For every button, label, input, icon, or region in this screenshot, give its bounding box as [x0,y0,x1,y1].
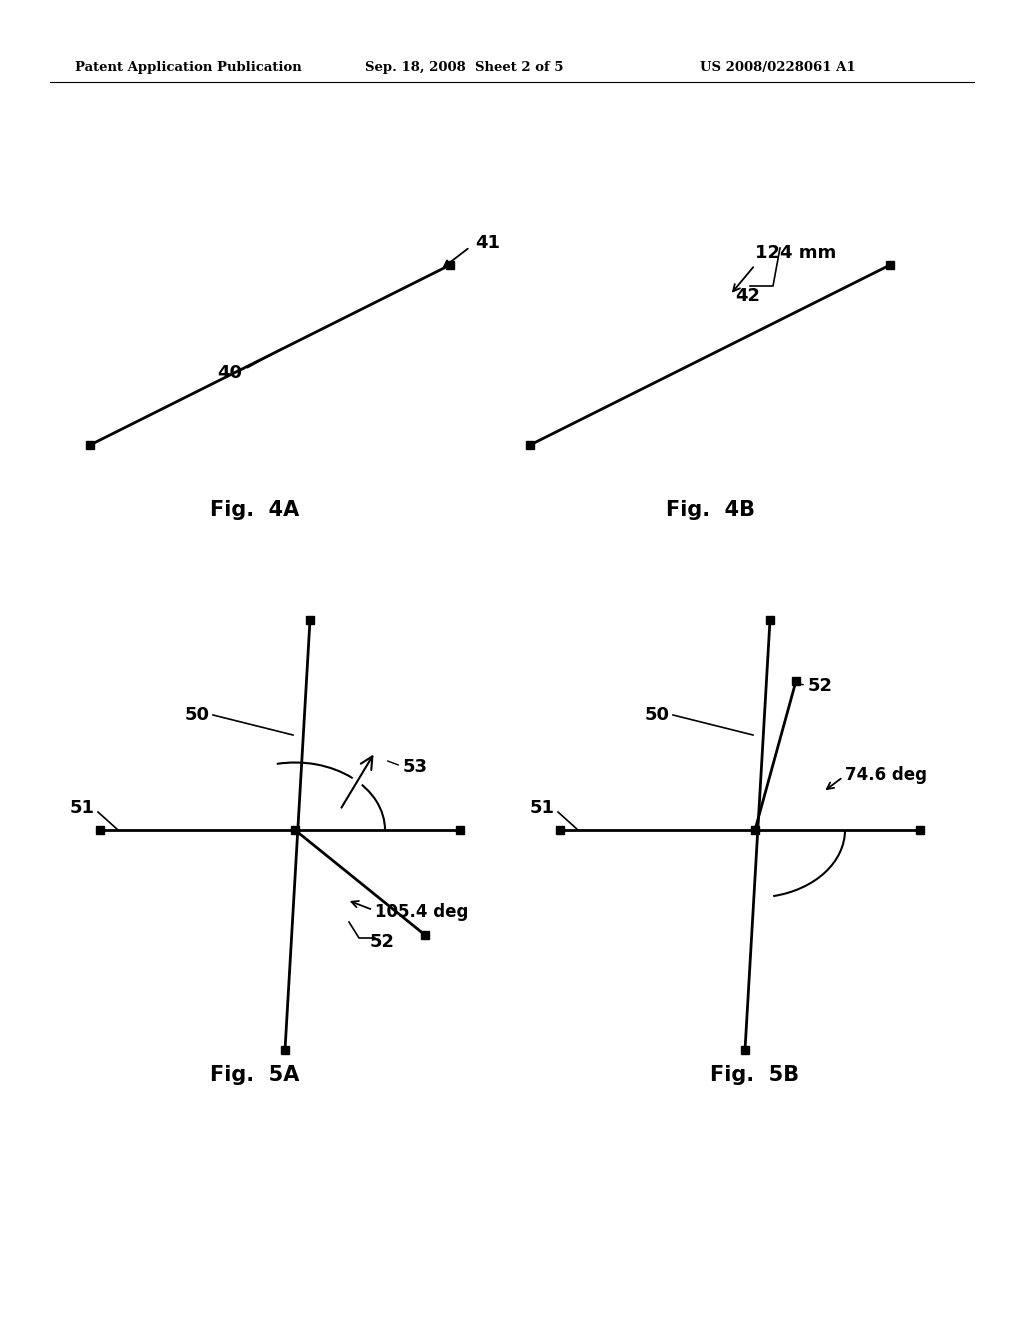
Text: 52: 52 [808,677,833,696]
Text: Patent Application Publication: Patent Application Publication [75,62,302,74]
Text: 124 mm: 124 mm [755,244,837,261]
Text: Fig.  4A: Fig. 4A [210,500,300,520]
Text: US 2008/0228061 A1: US 2008/0228061 A1 [700,62,856,74]
Text: 50: 50 [185,706,210,723]
Text: 74.6 deg: 74.6 deg [845,766,927,784]
Text: 50: 50 [645,706,670,723]
Text: Fig.  5A: Fig. 5A [210,1065,300,1085]
Text: 51: 51 [70,799,95,817]
Text: 105.4 deg: 105.4 deg [375,903,468,921]
Text: 51: 51 [530,799,555,817]
Text: 41: 41 [475,234,500,252]
Text: 40: 40 [217,364,243,381]
Text: Sep. 18, 2008  Sheet 2 of 5: Sep. 18, 2008 Sheet 2 of 5 [365,62,563,74]
Text: 52: 52 [370,933,395,950]
Text: 42: 42 [735,286,760,305]
Text: 53: 53 [403,758,428,776]
Text: Fig.  4B: Fig. 4B [666,500,755,520]
Text: Fig.  5B: Fig. 5B [711,1065,800,1085]
